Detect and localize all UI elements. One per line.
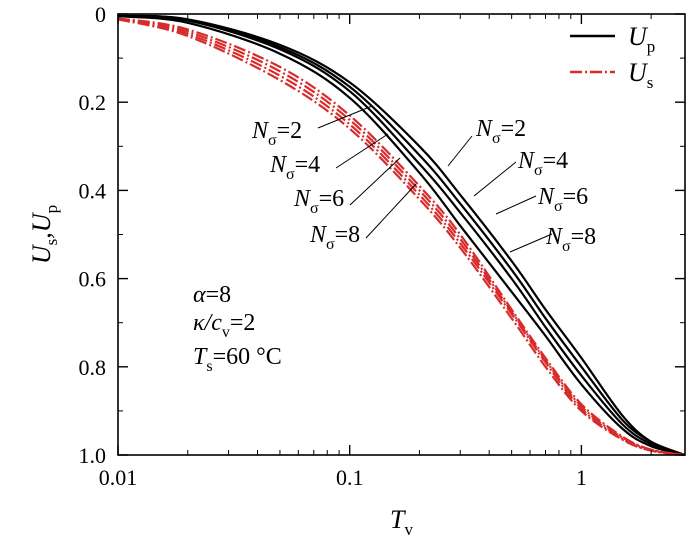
x-tick-label: 0.1 xyxy=(336,465,364,490)
leader-line xyxy=(365,183,417,239)
y-tick-label: 0.6 xyxy=(79,267,107,292)
x-axis: 0.01 0.1 1 xyxy=(99,14,652,490)
curve-labels-left: Nσ=2Nσ=4Nσ=6 Nσ=8 xyxy=(251,118,360,253)
leader-line xyxy=(349,157,401,206)
curve-label-left-1: Nσ=2 xyxy=(251,118,302,149)
legend-label-Up: Up xyxy=(628,22,655,56)
curve-label-right-4: Nσ=8 xyxy=(545,224,596,255)
curve-label-right-1: Nσ=2 xyxy=(475,116,526,147)
curve-Up-ns8 xyxy=(117,14,686,457)
curve-label-right-3: Nσ=6 xyxy=(537,184,588,215)
curve-labels-right: Nσ=2Nσ=4 Nσ=6 Nσ=8 xyxy=(475,116,596,255)
y-tick-label: 0.8 xyxy=(79,355,107,380)
leader-line xyxy=(509,233,553,253)
parameter-2: κ/cv=2 xyxy=(193,310,255,341)
parameter-3: Ts=60 °C xyxy=(193,344,282,375)
curve-Up-ns4 xyxy=(117,15,686,457)
curve-label-right-2: Nσ=4 xyxy=(517,148,568,179)
curve-Us-ns8 xyxy=(117,17,686,457)
parameter-1: α=8 xyxy=(193,282,231,308)
leader-line xyxy=(495,195,537,215)
curve-label-left-4: Nσ=8 xyxy=(309,222,360,253)
x-tick-label: 0.01 xyxy=(99,465,138,490)
curve-Us-ns2 xyxy=(117,18,686,457)
leader-line xyxy=(447,135,473,167)
parameter-annotations: α=8κ/cv=2Ts=60 °C xyxy=(193,282,282,375)
leader-line xyxy=(335,133,389,169)
y-tick-label: 1.0 xyxy=(79,443,107,468)
leader-line xyxy=(473,161,517,197)
y-tick-label: 0.2 xyxy=(79,90,107,115)
curve-label-left-2: Nσ=4 xyxy=(269,152,320,183)
curves xyxy=(117,14,686,457)
x-axis-title: Tv xyxy=(390,505,413,538)
leader-line xyxy=(317,105,373,129)
curve-label-left-3: Nσ=6 xyxy=(293,186,344,217)
y-tick-label: 0.4 xyxy=(79,178,107,203)
plot-frame xyxy=(117,13,686,456)
leader-lines xyxy=(317,105,553,253)
y-axis: 0 0.2 0.4 0.6 0.8 1.0 xyxy=(79,2,685,468)
x-tick-label: 1 xyxy=(576,465,587,490)
legend-label-Us: Us xyxy=(628,58,653,92)
y-tick-label: 0 xyxy=(95,2,106,27)
curve-Up-ns2 xyxy=(117,15,686,457)
curve-Us-ns4 xyxy=(117,18,686,457)
y-axis-title: Us,Up xyxy=(27,205,61,264)
curve-Up-ns6 xyxy=(117,14,686,457)
curve-Us-ns6 xyxy=(117,17,686,457)
